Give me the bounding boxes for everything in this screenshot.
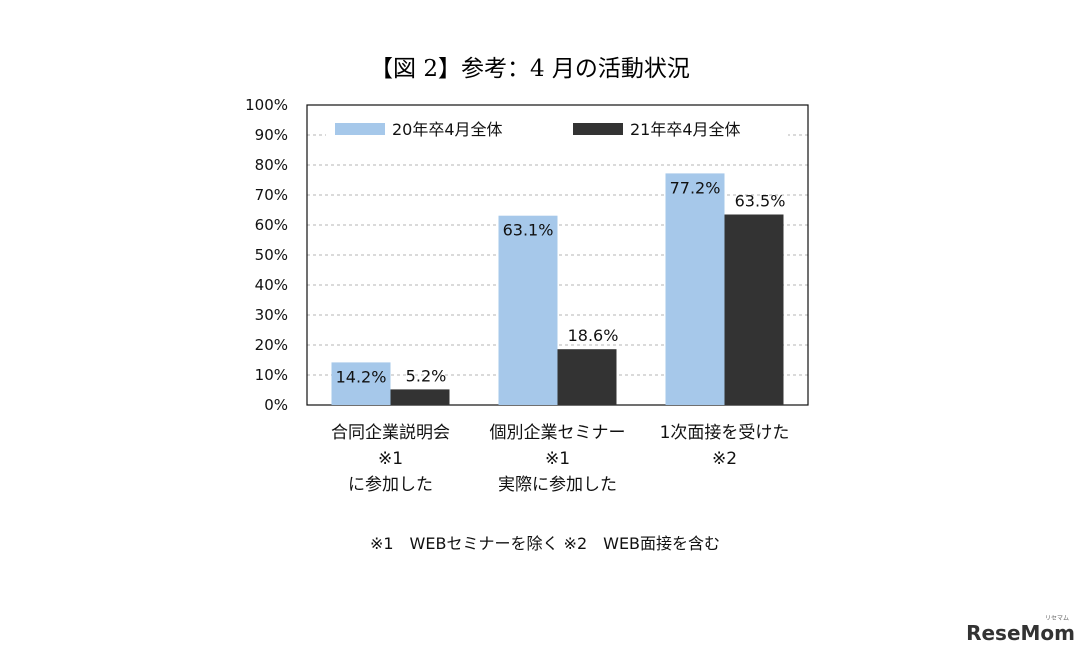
- category-label: ※2: [712, 449, 737, 469]
- bar-y21-0: [390, 389, 450, 405]
- logo-text: ReseMom: [966, 621, 1075, 645]
- category-label: 合同企業説明会: [331, 423, 450, 443]
- y-tick-label: 70%: [255, 186, 288, 204]
- data-label: 5.2%: [406, 366, 447, 385]
- category-label: 個別企業セミナー: [490, 423, 626, 443]
- y-tick-label: 50%: [255, 246, 288, 264]
- y-tick-label: 10%: [255, 366, 288, 384]
- footnote: ※1 WEBセミナーを除く ※2 WEB面接を含む: [370, 534, 720, 553]
- category-label: ※1: [545, 449, 570, 469]
- y-tick-label: 90%: [255, 126, 288, 144]
- legend-swatch-21: [573, 123, 623, 135]
- y-axis-ticks: 0% 10% 20% 30% 40% 50% 60% 70% 80% 90% 100%: [245, 96, 288, 414]
- legend-label-21: 21年卒4月全体: [630, 120, 741, 139]
- legend: 20年卒4月全体 21年卒4月全体: [326, 114, 788, 144]
- bar-y21-2: [724, 214, 784, 405]
- y-tick-label: 0%: [264, 396, 288, 414]
- y-tick-label: 20%: [255, 336, 288, 354]
- data-label: 63.5%: [735, 192, 786, 211]
- bar-y21-1: [557, 349, 617, 405]
- category-label: に参加した: [348, 475, 433, 495]
- legend-swatch-20: [335, 123, 385, 135]
- bar-y20-2: [665, 173, 725, 405]
- y-tick-label: 80%: [255, 156, 288, 174]
- chart-title: 【図 2】参考：4 月の活動状況: [370, 56, 690, 82]
- resemom-logo: ReseMom リセマム: [966, 615, 1075, 645]
- data-label: 14.2%: [336, 367, 387, 386]
- legend-label-20: 20年卒4月全体: [392, 120, 503, 139]
- bar-y20-0: [331, 362, 391, 405]
- y-tick-label: 60%: [255, 216, 288, 234]
- legend-background: [326, 114, 788, 144]
- bars: [331, 173, 784, 405]
- category-label: 1次面接を受けた: [660, 423, 790, 443]
- bar-y20-1: [498, 215, 558, 405]
- data-label: 18.6%: [568, 326, 619, 345]
- y-tick-label: 100%: [245, 96, 288, 114]
- category-label: ※1: [378, 449, 403, 469]
- data-label: 77.2%: [670, 178, 721, 197]
- category-label: 実際に参加した: [498, 475, 617, 495]
- data-labels: 14.2% 63.1% 77.2% 5.2% 18.6% 63.5%: [336, 178, 786, 386]
- logo-subtext: リセマム: [1045, 615, 1069, 622]
- category-labels: 合同企業説明会 ※1 に参加した 個別企業セミナー ※1 実際に参加した 1次面接を受けた ※…: [331, 423, 789, 495]
- y-tick-label: 40%: [255, 276, 288, 294]
- y-tick-label: 30%: [255, 306, 288, 324]
- data-label: 63.1%: [503, 221, 554, 240]
